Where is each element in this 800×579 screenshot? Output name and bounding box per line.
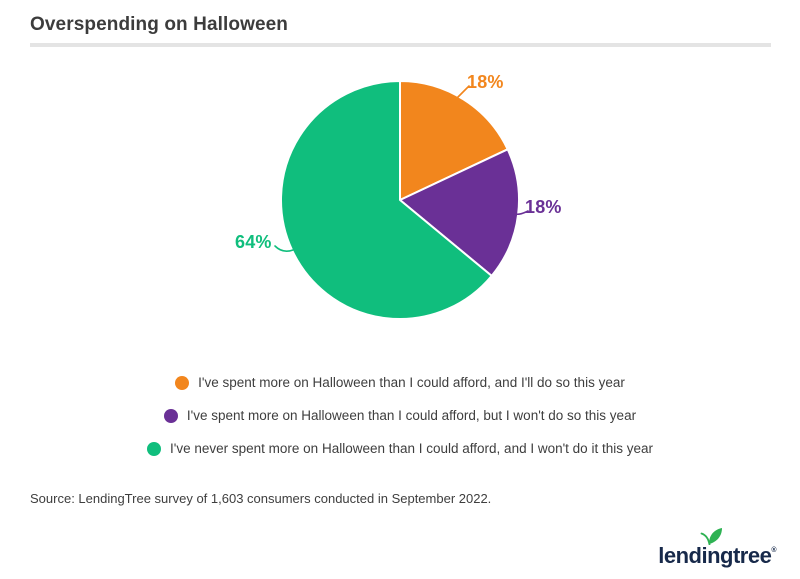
legend: I've spent more on Halloween than I coul… bbox=[0, 374, 800, 457]
legend-item: I've never spent more on Halloween than … bbox=[147, 440, 653, 457]
logo-text: lendingtree bbox=[658, 543, 772, 568]
legend-item-label: I've spent more on Halloween than I coul… bbox=[186, 408, 637, 423]
title-divider bbox=[30, 43, 771, 47]
pie-chart bbox=[274, 80, 529, 320]
slice-value-label-purple: 18% bbox=[525, 197, 562, 217]
slice-value-label-orange: 18% bbox=[467, 72, 504, 92]
leader-line-green bbox=[274, 245, 294, 252]
source-note: Source: LendingTree survey of 1,603 cons… bbox=[30, 491, 492, 506]
lendingtree-logo: lendingtree® bbox=[658, 527, 776, 569]
pie-slice bbox=[399, 80, 509, 201]
legend-marker-purple bbox=[163, 408, 178, 423]
legend-item: I've spent more on Halloween than I coul… bbox=[163, 407, 637, 424]
legend-item-label: I've spent more on Halloween than I coul… bbox=[198, 375, 625, 390]
legend-marker-green bbox=[147, 441, 162, 456]
slice-value-label-green: 64% bbox=[235, 232, 272, 252]
legend-item-label: I've never spent more on Halloween than … bbox=[170, 441, 653, 456]
page-title: Overspending on Halloween bbox=[30, 14, 288, 35]
pie-slice bbox=[399, 148, 520, 277]
legend-marker-orange bbox=[175, 375, 190, 390]
leader-line-purple bbox=[511, 210, 529, 216]
legend-item: I've spent more on Halloween than I coul… bbox=[175, 374, 625, 391]
registered-trademark: ® bbox=[771, 547, 776, 554]
logo-wordmark: lendingtree® bbox=[658, 527, 776, 569]
leader-line-orange bbox=[451, 85, 470, 104]
leaf-icon bbox=[700, 528, 723, 545]
